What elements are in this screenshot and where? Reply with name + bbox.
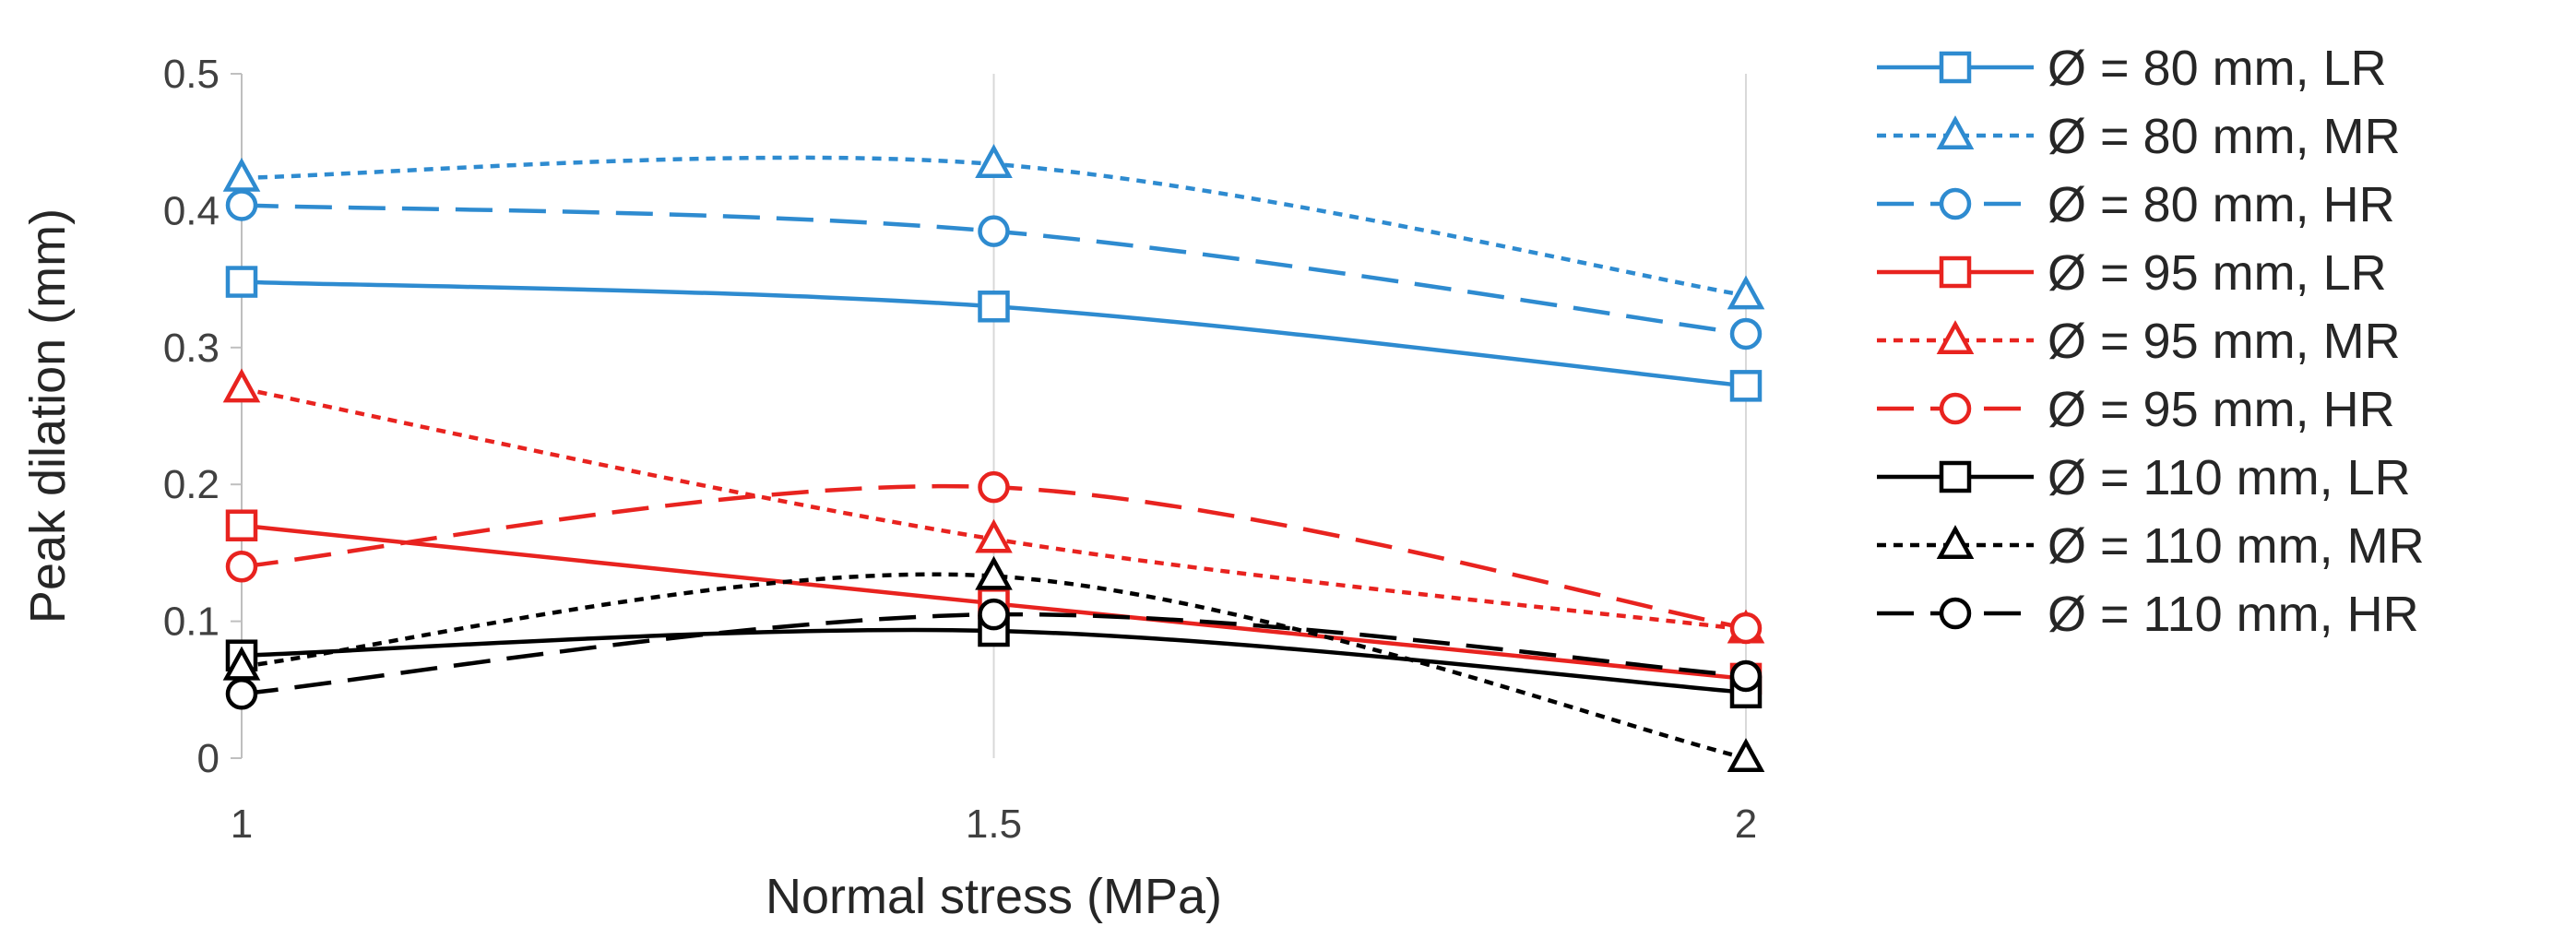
y-tick-label: 0.4	[163, 188, 220, 233]
legend-label: Ø = 80 mm, LR	[2048, 41, 2387, 96]
data-point-circle	[1729, 317, 1763, 350]
legend-label: Ø = 80 mm, HR	[2048, 177, 2395, 232]
legend-marker-triangle	[1936, 320, 1975, 354]
x-axis-title: Normal stress (MPa)	[766, 869, 1222, 924]
data-point-triangle	[975, 518, 1013, 553]
legend-item: Ø = 80 mm, LR	[1877, 41, 2387, 96]
data-point-circle	[225, 550, 258, 583]
data-point-triangle	[1727, 738, 1765, 772]
data-point-square	[1729, 370, 1763, 402]
data-point-triangle	[222, 368, 261, 403]
series-d-110-mm-lr	[225, 614, 1763, 709]
data-point-circle	[225, 189, 258, 221]
x-tick-label: 1.5	[966, 802, 1022, 847]
data-point-triangle	[975, 144, 1013, 178]
legend-label: Ø = 95 mm, MR	[2048, 314, 2401, 369]
legend-marker-square	[1939, 460, 1972, 493]
legend-marker-circle	[1939, 392, 1972, 425]
data-point-circle	[1729, 659, 1763, 693]
data-point-square	[225, 509, 258, 541]
data-point-triangle	[1727, 275, 1765, 310]
data-point-circle	[978, 598, 1010, 631]
legend-item: Ø = 110 mm, LR	[1877, 450, 2411, 505]
x-tick-label: 2	[1735, 802, 1757, 847]
legend-marker-square	[1939, 51, 1972, 84]
series-d-80-mm-hr	[225, 189, 1763, 350]
legend-item: Ø = 110 mm, HR	[1877, 587, 2419, 642]
plot-area	[222, 144, 1765, 772]
data-point-circle	[225, 678, 258, 710]
y-tick-label: 0.1	[163, 600, 220, 645]
y-tick-label: 0.2	[163, 462, 220, 507]
legend-marker-triangle	[1936, 525, 1975, 559]
data-point-triangle	[222, 157, 261, 192]
y-tick-label: 0.3	[163, 326, 220, 371]
data-point-circle	[978, 215, 1010, 247]
legend-item: Ø = 95 mm, HR	[1877, 382, 2395, 437]
data-point-square	[978, 291, 1010, 323]
legend-marker-circle	[1939, 597, 1972, 630]
legend-label: Ø = 110 mm, HR	[2048, 587, 2419, 642]
legend-label: Ø = 110 mm, LR	[2048, 450, 2411, 505]
x-tick-label: 1	[231, 802, 253, 847]
y-tick-label: 0.5	[163, 52, 220, 97]
legend-item: Ø = 95 mm, MR	[1877, 314, 2401, 369]
series-d-80-mm-lr	[225, 266, 1763, 402]
data-point-triangle	[975, 555, 1013, 590]
y-tick-label: 0	[197, 736, 220, 781]
legend-marker-circle	[1939, 187, 1972, 220]
series-d-95-mm-hr	[225, 470, 1763, 645]
y-axis-title: Peak dilation (mm)	[20, 208, 76, 623]
data-point-square	[225, 266, 258, 298]
legend-label: Ø = 110 mm, MR	[2048, 518, 2425, 574]
legend-marker-square	[1939, 255, 1972, 289]
legend-item: Ø = 95 mm, LR	[1877, 245, 2387, 301]
series-d-110-mm-hr	[225, 598, 1763, 710]
legend-label: Ø = 80 mm, MR	[2048, 109, 2401, 164]
legend-item: Ø = 110 mm, MR	[1877, 518, 2425, 574]
legend-label: Ø = 95 mm, LR	[2048, 245, 2387, 301]
legend: Ø = 80 mm, LR Ø = 80 mm, MR Ø = 80 mm, HR Ø…	[1877, 41, 2425, 642]
legend-label: Ø = 95 mm, HR	[2048, 382, 2395, 437]
data-point-circle	[978, 470, 1010, 504]
legend-item: Ø = 80 mm, MR	[1877, 109, 2401, 164]
legend-item: Ø = 80 mm, HR	[1877, 177, 2395, 232]
legend-marker-triangle	[1936, 115, 1975, 149]
axes: 0 0.1 0.2 0.3 0.4 0.5 1 1.5 2	[163, 52, 1757, 847]
data-point-circle	[1729, 612, 1763, 645]
